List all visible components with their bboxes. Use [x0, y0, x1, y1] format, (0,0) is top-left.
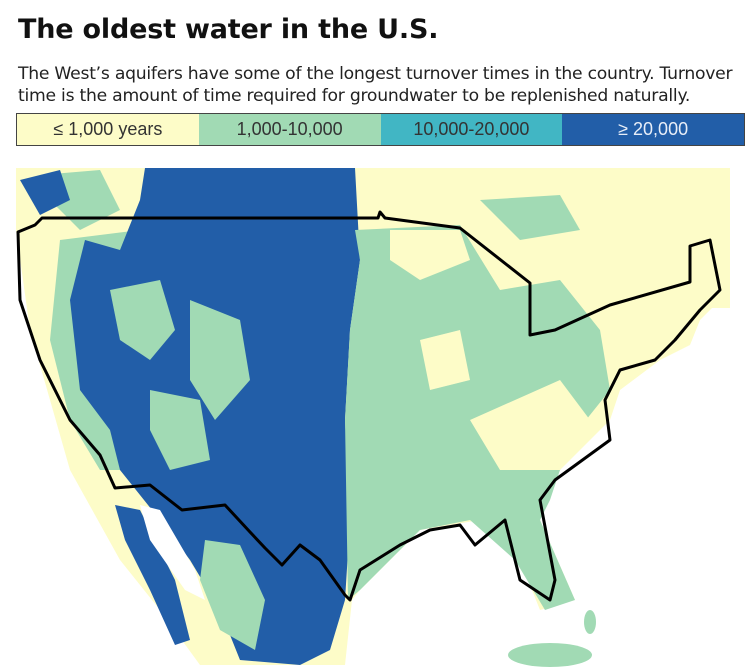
legend-label: ≥ 20,000 [618, 119, 689, 139]
page-title: The oldest water in the U.S. [18, 14, 439, 45]
legend-item-10000-20000: 10,000-20,000 [380, 114, 563, 145]
legend-item-1000-10000: 1,000-10,000 [198, 114, 381, 145]
legend-label: 10,000-20,000 [413, 119, 530, 139]
legend-label: 1,000-10,000 [236, 119, 343, 139]
legend: ≤ 1,000 years 1,000-10,000 10,000-20,000… [16, 113, 745, 146]
legend-label: ≤ 1,000 years [53, 119, 163, 139]
groundwater-age-map [16, 168, 730, 667]
legend-item-under-1000: ≤ 1,000 years [17, 114, 199, 145]
us-border [16, 210, 722, 602]
page-subtitle: The West’s aquifers have some of the lon… [18, 64, 733, 106]
legend-item-over-20000: ≥ 20,000 [562, 114, 744, 145]
